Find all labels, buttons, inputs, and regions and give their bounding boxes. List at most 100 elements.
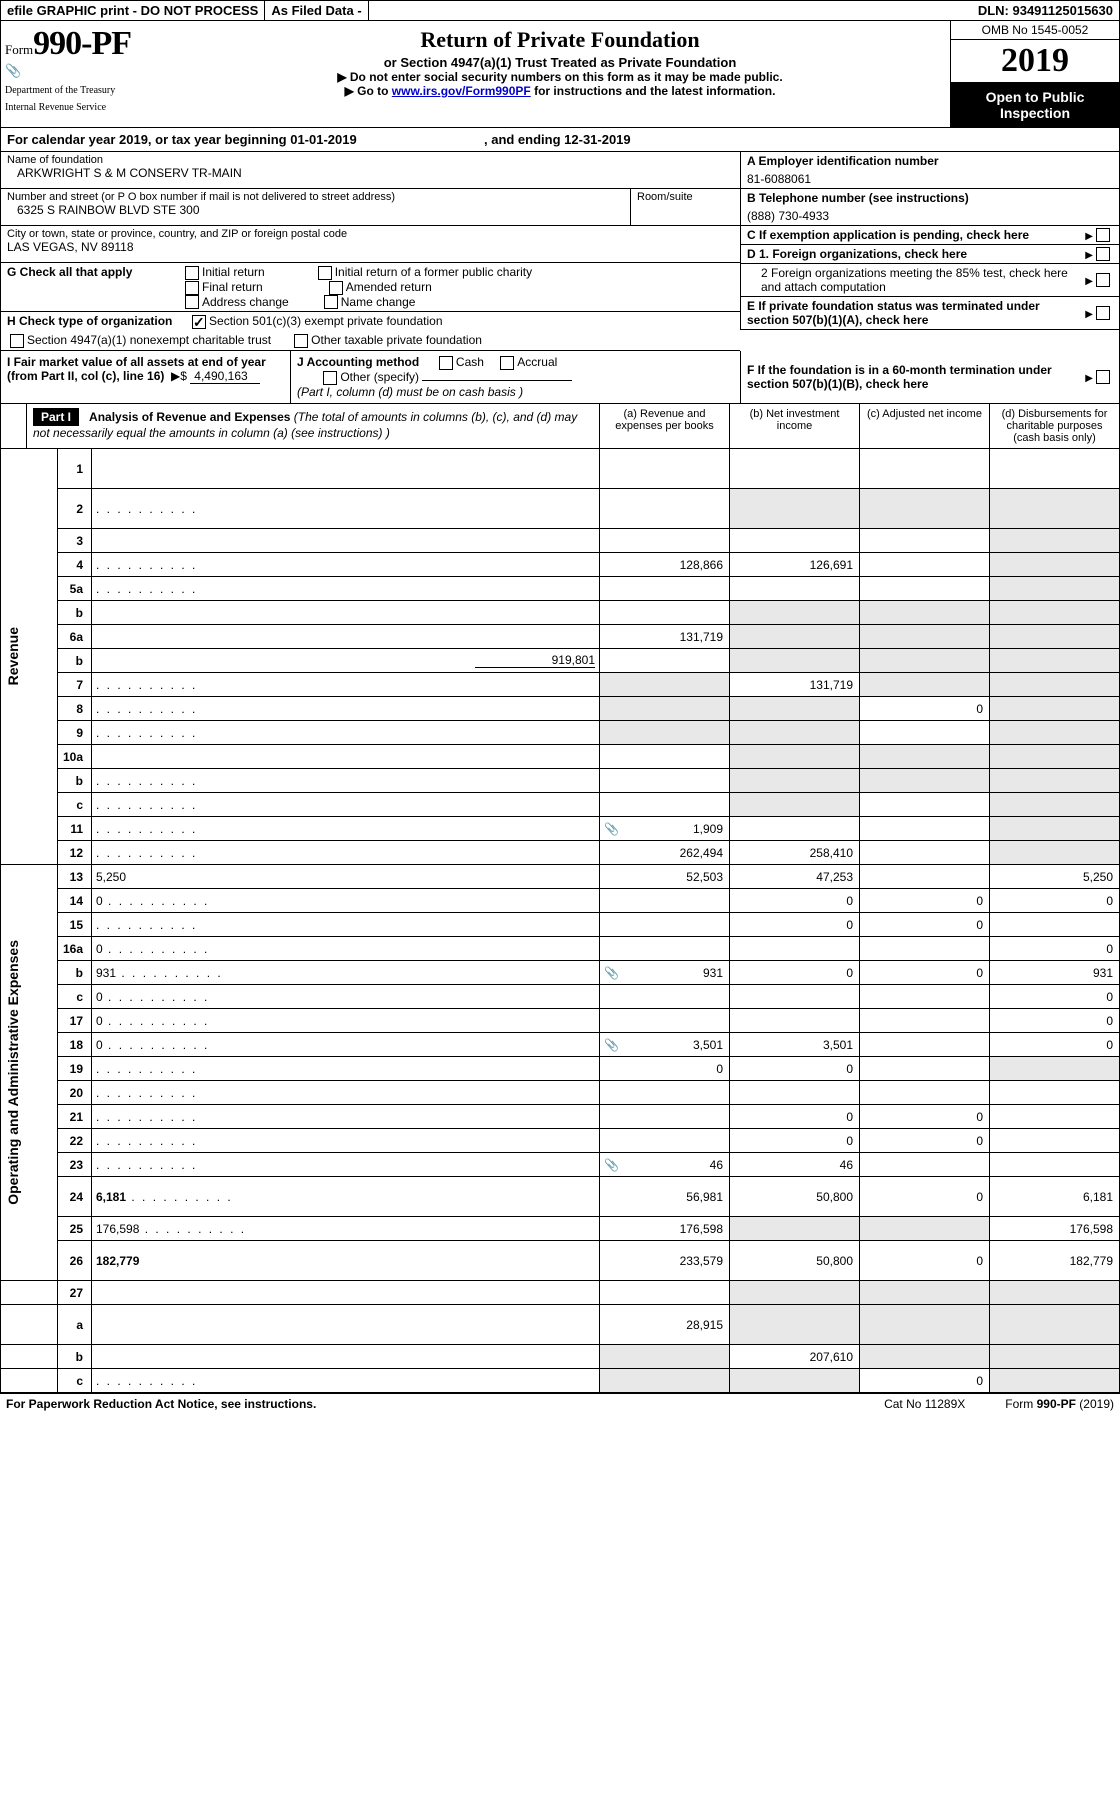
amount-col-c (860, 1217, 990, 1241)
amount-col-d (990, 841, 1120, 865)
calyear-a: For calendar year 2019, or tax year begi… (7, 132, 357, 147)
row-description (92, 601, 600, 625)
attachment-icon[interactable]: 📎 (604, 1158, 619, 1172)
row-description (92, 449, 600, 489)
chk-501c3[interactable] (192, 315, 206, 329)
row-description: 6,181 (92, 1177, 600, 1217)
amount-col-b: 207,610 (730, 1345, 860, 1369)
name-label: Name of foundation (7, 154, 734, 166)
row-description (92, 1153, 600, 1177)
asfiled-label: As Filed Data - (265, 1, 368, 20)
row-description (92, 1281, 600, 1305)
amount-col-b: 47,253 (730, 865, 860, 889)
form-num-big: 990-PF (33, 25, 131, 62)
footer-form: Form 990-PF (2019) (1005, 1397, 1114, 1411)
amount-col-d (990, 1369, 1120, 1393)
amount-col-a: 176,598 (600, 1217, 730, 1241)
chk-amended[interactable] (329, 281, 343, 295)
amount-col-a: 131,719 (600, 625, 730, 649)
foundation-name: ARKWRIGHT S & M CONSERV TR-MAIN (7, 166, 734, 180)
amount-col-b (730, 1081, 860, 1105)
amount-col-d (990, 697, 1120, 721)
chk-4947[interactable] (10, 334, 24, 348)
amount-col-a (600, 601, 730, 625)
amount-col-a: 56,981 (600, 1177, 730, 1217)
chk-d2[interactable] (1096, 273, 1110, 287)
row-number: 21 (58, 1105, 92, 1129)
h-4947: Section 4947(a)(1) nonexempt charitable … (27, 333, 271, 347)
chk-other-method[interactable] (323, 371, 337, 385)
d1-cell: D 1. Foreign organizations, check here (740, 245, 1119, 264)
amount-col-d (990, 1281, 1120, 1305)
amount-col-c (860, 1057, 990, 1081)
amount-col-a (600, 769, 730, 793)
amount-col-c: 0 (860, 697, 990, 721)
side-spacer (1, 1281, 58, 1305)
chk-name[interactable] (324, 295, 338, 309)
amount-col-a (600, 649, 730, 673)
row-number: 7 (58, 673, 92, 697)
amount-col-a (600, 937, 730, 961)
row-description: 919,801 (92, 649, 600, 673)
g-amended: Amended return (346, 280, 432, 294)
amount-col-c (860, 1033, 990, 1057)
chk-cash[interactable] (439, 356, 453, 370)
room-label: Room/suite (637, 191, 734, 203)
amount-col-d (990, 1345, 1120, 1369)
chk-d1[interactable] (1096, 247, 1110, 261)
chk-initial[interactable] (185, 266, 199, 280)
form-number: Form990-PF (5, 25, 166, 63)
chk-other-tax[interactable] (294, 334, 308, 348)
amount-col-b: 0 (730, 1057, 860, 1081)
attachment-icon[interactable]: 📎 (604, 966, 619, 980)
amount-col-a (600, 793, 730, 817)
amount-col-d (990, 1305, 1120, 1345)
row-description (92, 1369, 600, 1393)
attachment-icon[interactable]: 📎 (604, 1038, 619, 1052)
h-section-2: Section 4947(a)(1) nonexempt charitable … (0, 331, 740, 351)
row-description (92, 1305, 600, 1345)
chk-e[interactable] (1096, 306, 1110, 320)
row-number: 1 (58, 449, 92, 489)
amount-col-b (730, 721, 860, 745)
amount-col-c (860, 1081, 990, 1105)
part1-badge: Part I (33, 408, 79, 426)
chk-address[interactable] (185, 295, 199, 309)
g-name: Name change (341, 295, 416, 309)
chk-accrual[interactable] (500, 356, 514, 370)
amount-col-c: 0 (860, 1129, 990, 1153)
attachment-icon[interactable]: 📎 (604, 822, 619, 836)
row-description: 182,779 (92, 1241, 600, 1281)
row-number: 15 (58, 913, 92, 937)
amount-col-a (600, 1369, 730, 1393)
amount-col-b: 50,800 (730, 1177, 860, 1217)
amount-col-d (990, 449, 1120, 489)
amount-col-c: 0 (860, 913, 990, 937)
amount-col-c: 0 (860, 1177, 990, 1217)
amount-col-c (860, 489, 990, 529)
note-link: ▶ Go to www.irs.gov/Form990PF for instru… (174, 84, 946, 98)
irs-link[interactable]: www.irs.gov/Form990PF (392, 84, 531, 98)
chk-initial-former[interactable] (318, 266, 332, 280)
d2-label: 2 Foreign organizations meeting the 85% … (747, 266, 1082, 294)
chk-f[interactable] (1096, 370, 1110, 384)
amount-col-b (730, 625, 860, 649)
part1-title: Analysis of Revenue and Expenses (89, 410, 290, 424)
g-initial-former: Initial return of a former public charit… (335, 265, 532, 279)
amount-col-a (600, 577, 730, 601)
amount-col-b (730, 1281, 860, 1305)
amount-col-c (860, 1281, 990, 1305)
chk-c[interactable] (1096, 228, 1110, 242)
amount-col-b (730, 793, 860, 817)
col-a-head: (a) Revenue and expenses per books (599, 404, 729, 448)
chk-final[interactable] (185, 281, 199, 295)
amount-col-b: 46 (730, 1153, 860, 1177)
row-description: 5,250 (92, 865, 600, 889)
amount-col-c (860, 985, 990, 1009)
row-number: 25 (58, 1217, 92, 1241)
row-number: 17 (58, 1009, 92, 1033)
address-cell: Number and street (or P O box number if … (0, 189, 740, 226)
amount-col-b (730, 1217, 860, 1241)
ein-cell: A Employer identification number 81-6088… (740, 152, 1119, 189)
open-public-badge: Open to Public Inspection (951, 83, 1119, 127)
